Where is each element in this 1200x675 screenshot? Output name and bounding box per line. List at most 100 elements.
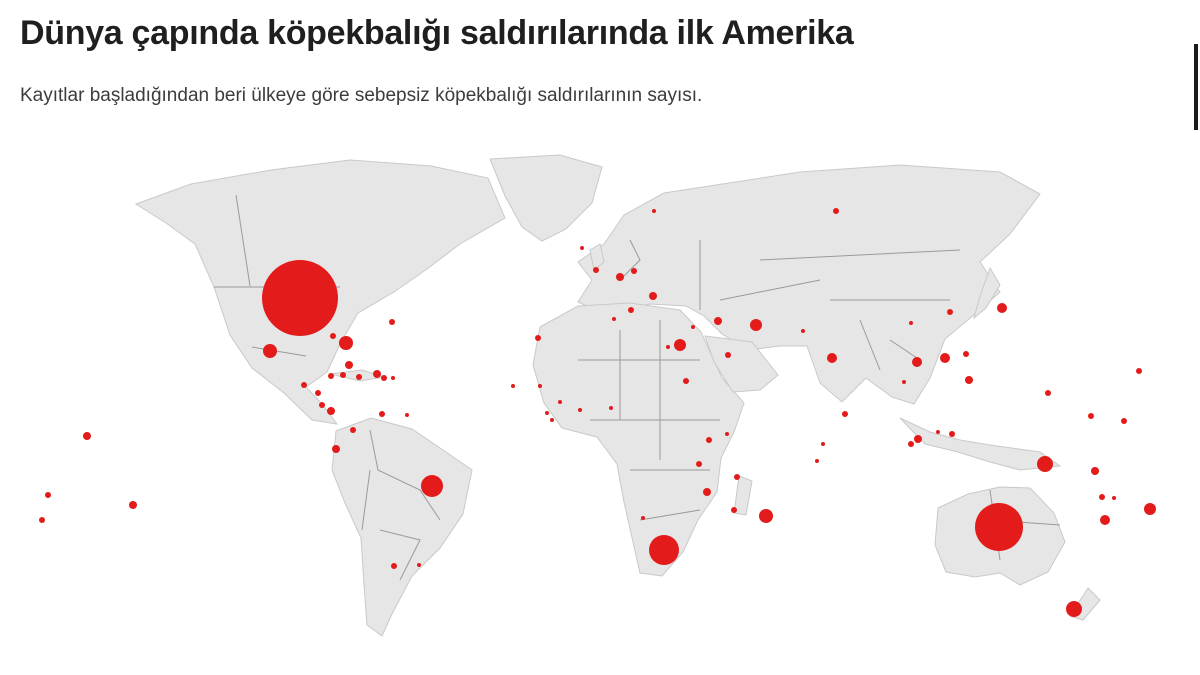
landmass-south-america: [331, 417, 473, 637]
attack-marker: [45, 492, 51, 498]
attack-marker: [714, 317, 722, 325]
attack-marker: [947, 309, 953, 315]
attack-marker: [1037, 456, 1053, 472]
attack-marker: [902, 380, 906, 384]
attack-marker: [1066, 601, 1082, 617]
attack-marker: [649, 292, 657, 300]
attack-marker: [1144, 503, 1156, 515]
attack-marker: [327, 407, 335, 415]
attack-marker: [1091, 467, 1099, 475]
attack-marker: [1088, 413, 1094, 419]
border-line: [719, 279, 821, 301]
border-line: [361, 469, 371, 531]
border-line: [251, 346, 307, 357]
edge-divider: [1194, 44, 1198, 130]
border-line: [619, 239, 641, 281]
attack-marker: [558, 400, 562, 404]
attack-marker: [301, 382, 307, 388]
attack-marker: [538, 384, 542, 388]
attack-marker: [936, 430, 940, 434]
attack-marker: [332, 445, 340, 453]
attack-marker: [356, 374, 362, 380]
attack-marker: [1121, 418, 1127, 424]
attack-marker: [750, 319, 762, 331]
border-line: [235, 194, 251, 287]
attack-marker: [350, 427, 356, 433]
attack-marker: [263, 344, 277, 358]
attack-marker: [912, 357, 922, 367]
attack-marker: [949, 431, 955, 437]
attack-marker: [262, 260, 338, 336]
attack-marker: [339, 336, 353, 350]
landmass-africa: [532, 302, 745, 577]
attack-marker: [609, 406, 613, 410]
attack-markers: [39, 208, 1156, 617]
attack-marker: [759, 509, 773, 523]
attack-marker: [1112, 496, 1116, 500]
attack-marker: [417, 563, 421, 567]
landmass-madagascar: [733, 475, 753, 516]
attack-marker: [545, 411, 549, 415]
attack-marker: [821, 442, 825, 446]
border-line: [859, 319, 881, 371]
attack-marker: [391, 376, 395, 380]
attack-marker: [379, 411, 385, 417]
page-subtitle: Kayıtlar başladığından beri ülkeye göre …: [20, 85, 703, 106]
attack-marker: [373, 370, 381, 378]
landmass-europe-asia: [577, 164, 1041, 405]
attack-marker: [963, 351, 969, 357]
attack-marker: [833, 208, 839, 214]
attack-marker: [345, 361, 353, 369]
attack-marker: [1136, 368, 1142, 374]
border-line: [369, 429, 441, 521]
landmass-indonesia: [899, 417, 1062, 471]
attack-marker: [535, 335, 541, 341]
attack-marker: [319, 402, 325, 408]
attack-marker: [691, 325, 695, 329]
attack-marker: [550, 418, 554, 422]
attack-marker: [593, 267, 599, 273]
attack-marker: [914, 435, 922, 443]
attack-marker: [725, 352, 731, 358]
attack-marker: [731, 507, 737, 513]
attack-marker: [616, 273, 624, 281]
attack-marker: [578, 408, 582, 412]
attack-marker: [725, 432, 729, 436]
attack-marker: [734, 474, 740, 480]
attack-marker: [129, 501, 137, 509]
attack-marker: [389, 319, 395, 325]
attack-marker: [827, 353, 837, 363]
attack-marker: [975, 503, 1023, 551]
attack-marker: [815, 459, 819, 463]
attack-marker: [674, 339, 686, 351]
attack-marker: [340, 372, 346, 378]
attack-marker: [649, 535, 679, 565]
attack-marker: [801, 329, 805, 333]
landmass-greenland: [489, 154, 603, 242]
attack-marker: [631, 268, 637, 274]
attack-marker: [1045, 390, 1051, 396]
landmass-uk: [589, 243, 605, 271]
attack-marker: [652, 209, 656, 213]
border-line: [759, 249, 961, 261]
attack-marker: [612, 317, 616, 321]
land-layer: [134, 154, 1101, 637]
attack-marker: [381, 375, 387, 381]
attack-marker: [641, 516, 645, 520]
attack-marker: [908, 441, 914, 447]
attack-marker: [940, 353, 950, 363]
attack-marker: [997, 303, 1007, 313]
landmass-arabia: [704, 335, 779, 393]
border-line: [889, 339, 921, 361]
attack-marker: [39, 517, 45, 523]
attack-marker: [580, 246, 584, 250]
attack-marker: [965, 376, 973, 384]
attack-marker: [421, 475, 443, 497]
attack-marker: [628, 307, 634, 313]
attack-marker: [842, 411, 848, 417]
border-line: [379, 529, 421, 581]
attack-marker: [703, 488, 711, 496]
attack-marker: [1100, 515, 1110, 525]
attack-marker: [706, 437, 712, 443]
